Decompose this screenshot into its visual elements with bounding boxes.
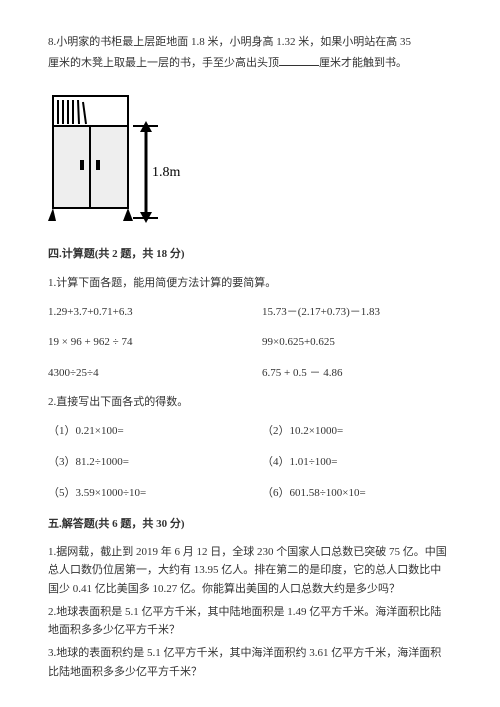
svg-text:1.8m: 1.8m [152,165,181,180]
calc-cell: （2）10.2×1000= [262,421,452,442]
s4-p2-grid: （1）0.21×100= （2）10.2×1000= （3）81.2÷1000=… [48,421,452,504]
calc-cell: （4）1.01÷100= [262,452,452,473]
calc-cell: （6）601.58÷100×10= [262,483,452,504]
s4-p1-grid: 1.29+3.7+0.71+6.3 15.73－(2.17+0.73)－1.83… [48,302,452,385]
s5-q2: 2.地球表面积是 5.1 亿平方千米，其中陆地面积是 1.49 亿平方千米。海洋… [48,603,452,640]
calc-cell: 4300÷25÷4 [48,363,238,384]
section5-title: 五.解答题(共 6 题，共 30 分) [48,514,452,535]
s5-q1: 1.据网载，截止到 2019 年 6 月 12 日，全球 230 个国家人口总数… [48,543,452,599]
calc-cell: 99×0.625+0.625 [262,332,452,353]
calc-cell: （1）0.21×100= [48,421,238,442]
calc-cell: （3）81.2÷1000= [48,452,238,473]
s5-q3: 3.地球的表面积约是 5.1 亿平方千米，其中海洋面积约 3.61 亿平方千米，… [48,644,452,681]
s4-p2-prompt: 2.直接写出下面各式的得数。 [48,392,452,413]
cabinet-diagram: 1.8m [48,88,452,228]
section4-title: 四.计算题(共 2 题，共 18 分) [48,244,452,265]
q8-blank[interactable] [279,54,319,66]
calc-cell: 6.75 + 0.5 － 4.86 [262,363,452,384]
q8-line1: 8.小明家的书柜最上层距地面 1.8 米，小明身高 1.32 米，如果小明站在高… [48,36,411,48]
calc-cell: 1.29+3.7+0.71+6.3 [48,302,238,323]
q8-line2a: 厘米的木凳上取最上一层的书，手至少高出头顶 [48,57,279,69]
calc-cell: 19 × 96 + 962 ÷ 74 [48,332,238,353]
calc-cell: 15.73－(2.17+0.73)－1.83 [262,302,452,323]
calc-cell: （5）3.59×1000÷10= [48,483,238,504]
s4-p1-prompt: 1.计算下面各题，能用简便方法计算的要简算。 [48,273,452,294]
cabinet-svg: 1.8m [48,88,188,228]
q8-line2b: 厘米才能触到书。 [319,57,407,69]
